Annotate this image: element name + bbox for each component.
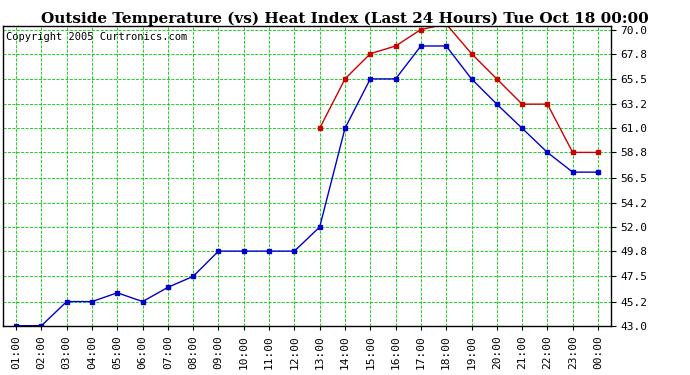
Text: Copyright 2005 Curtronics.com: Copyright 2005 Curtronics.com bbox=[6, 32, 188, 42]
Text: Outside Temperature (vs) Heat Index (Last 24 Hours) Tue Oct 18 00:00: Outside Temperature (vs) Heat Index (Las… bbox=[41, 11, 649, 26]
